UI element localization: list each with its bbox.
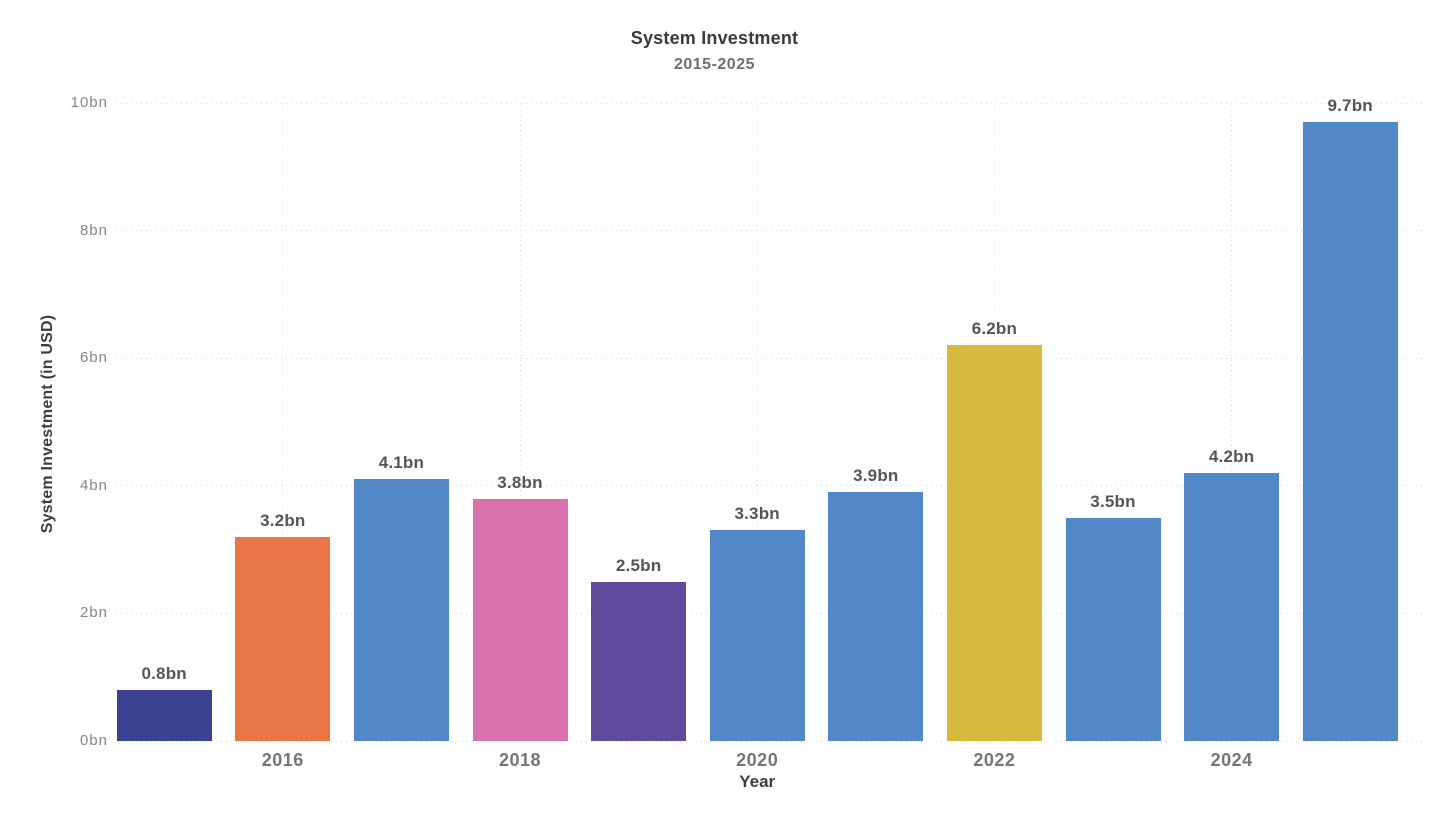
x-axis-label: Year xyxy=(739,772,776,791)
bar-2018 xyxy=(472,498,568,741)
bar-value-label-2023: 3.5bn xyxy=(1090,491,1136,511)
h-gridline xyxy=(116,357,1423,359)
x-tick-label-2022: 2022 xyxy=(973,750,1016,770)
h-gridline xyxy=(116,740,1423,742)
h-gridline xyxy=(116,485,1423,487)
y-tick-label: 6bn xyxy=(79,349,108,367)
bar-2024 xyxy=(1184,473,1280,741)
v-gridline xyxy=(1231,103,1233,741)
y-tick-label: 0bn xyxy=(79,732,108,749)
bar-value-label-2021: 3.9bn xyxy=(853,466,899,486)
chart-subtitle: 2015-2025 xyxy=(673,56,755,73)
x-tick-label-2020: 2020 xyxy=(736,750,779,770)
bar-value-label-2024: 4.2bn xyxy=(1208,447,1255,467)
bar-2015 xyxy=(116,689,212,741)
bar-value-label-2015: 0.8bn xyxy=(141,663,187,683)
bar-2022 xyxy=(946,345,1042,741)
v-gridline xyxy=(756,103,758,741)
bar-value-label-2016: 3.2bn xyxy=(260,510,306,530)
h-gridline xyxy=(116,230,1423,232)
y-tick-label: 2bn xyxy=(79,604,108,622)
plot-area: 0.8bn 3.2bn 4.1bn 3.8bn 2.5bn 3.3bn 3.9bn 6.2bn… xyxy=(116,96,1423,742)
bar-value-label-2019: 2.5bn xyxy=(615,555,662,575)
h-gridline xyxy=(116,102,1423,104)
bar-2019 xyxy=(591,581,687,741)
bar-2016 xyxy=(235,536,331,741)
y-tick-label: 4bn xyxy=(79,476,108,494)
bar-2021 xyxy=(828,492,924,741)
y-tick-label: 8bn xyxy=(79,221,108,239)
x-tick-label-2024: 2024 xyxy=(1210,750,1253,770)
chart-title: System Investment xyxy=(630,28,799,48)
x-tick-label-2018: 2018 xyxy=(498,750,542,770)
bar-2020 xyxy=(709,530,805,741)
bar-2025 xyxy=(1302,122,1398,741)
bar-value-label-2018: 3.8bn xyxy=(497,472,543,492)
bar-2023 xyxy=(1065,517,1161,741)
bar-2017 xyxy=(353,479,449,741)
bar-value-label-2020: 3.3bn xyxy=(734,504,780,524)
bar-value-label-2025: 9.7bn xyxy=(1327,96,1373,116)
v-gridline xyxy=(519,103,521,741)
x-tick-label-2016: 2016 xyxy=(261,750,304,770)
bar-value-label-2022: 6.2bn xyxy=(971,319,1018,339)
y-tick-label: 10bn xyxy=(70,94,108,111)
v-gridline xyxy=(282,103,284,741)
bar-value-label-2017: 4.1bn xyxy=(378,453,425,473)
